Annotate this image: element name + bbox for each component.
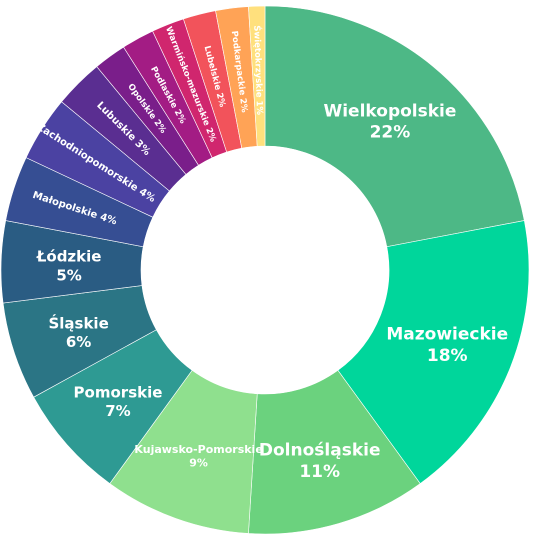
slice-name-swietokrzyskie: Świętokrzyskie: [252, 25, 266, 101]
slice-name-wielkopolskie: Wielkopolskie: [323, 101, 456, 121]
slice-percent-pomorskie: 7%: [105, 402, 130, 420]
slice-label-lodzkie: Łódzkie 5%: [36, 248, 102, 285]
slice-percent-lubelskie: 2%: [214, 92, 227, 109]
slice-label-wielkopolskie: Wielkopolskie 22%: [323, 101, 456, 142]
slice-name-kujawsko-pomorskie: Kujawsko-Pomorskie: [134, 443, 262, 456]
slice-name-lodzkie: Łódzkie: [36, 248, 102, 266]
slice-label-swietokrzyskie: Świętokrzyskie 1%: [252, 25, 267, 115]
slice-percent-swietokrzyskie: 1%: [254, 100, 264, 115]
slice-name-dolnoslaskie: Dolnośląskie: [259, 441, 381, 461]
slice-percent-podkarpackie: 2%: [238, 98, 250, 114]
donut-hole: [141, 146, 389, 394]
slice-percent-dolnoslaskie: 11%: [299, 462, 340, 482]
slice-percent-wielkopolskie: 22%: [370, 123, 411, 143]
slice-label-slaskie: Śląskie 6%: [48, 313, 108, 351]
slice-percent-lodzkie: 5%: [56, 266, 81, 284]
slice-name-mazowieckie: Mazowieckie: [386, 325, 508, 345]
slice-percent-malopolskie: 4%: [99, 212, 119, 228]
slice-label-mazowieckie: Mazowieckie 18%: [386, 325, 508, 366]
slice-label-dolnoslaskie: Dolnośląskie 11%: [259, 441, 381, 482]
slice-percent-mazowieckie: 18%: [427, 346, 468, 366]
slice-percent-kujawsko-pomorskie: 9%: [189, 457, 208, 470]
slice-percent-slaskie: 6%: [66, 333, 91, 351]
slice-name-pomorskie: Pomorskie: [74, 383, 163, 401]
slice-label-kujawsko-pomorskie: Kujawsko-Pomorskie 9%: [134, 443, 262, 470]
slice-name-slaskie: Śląskie: [48, 313, 108, 332]
donut-slices: [0, 5, 530, 535]
slice-label-pomorskie: Pomorskie 7%: [74, 383, 163, 420]
